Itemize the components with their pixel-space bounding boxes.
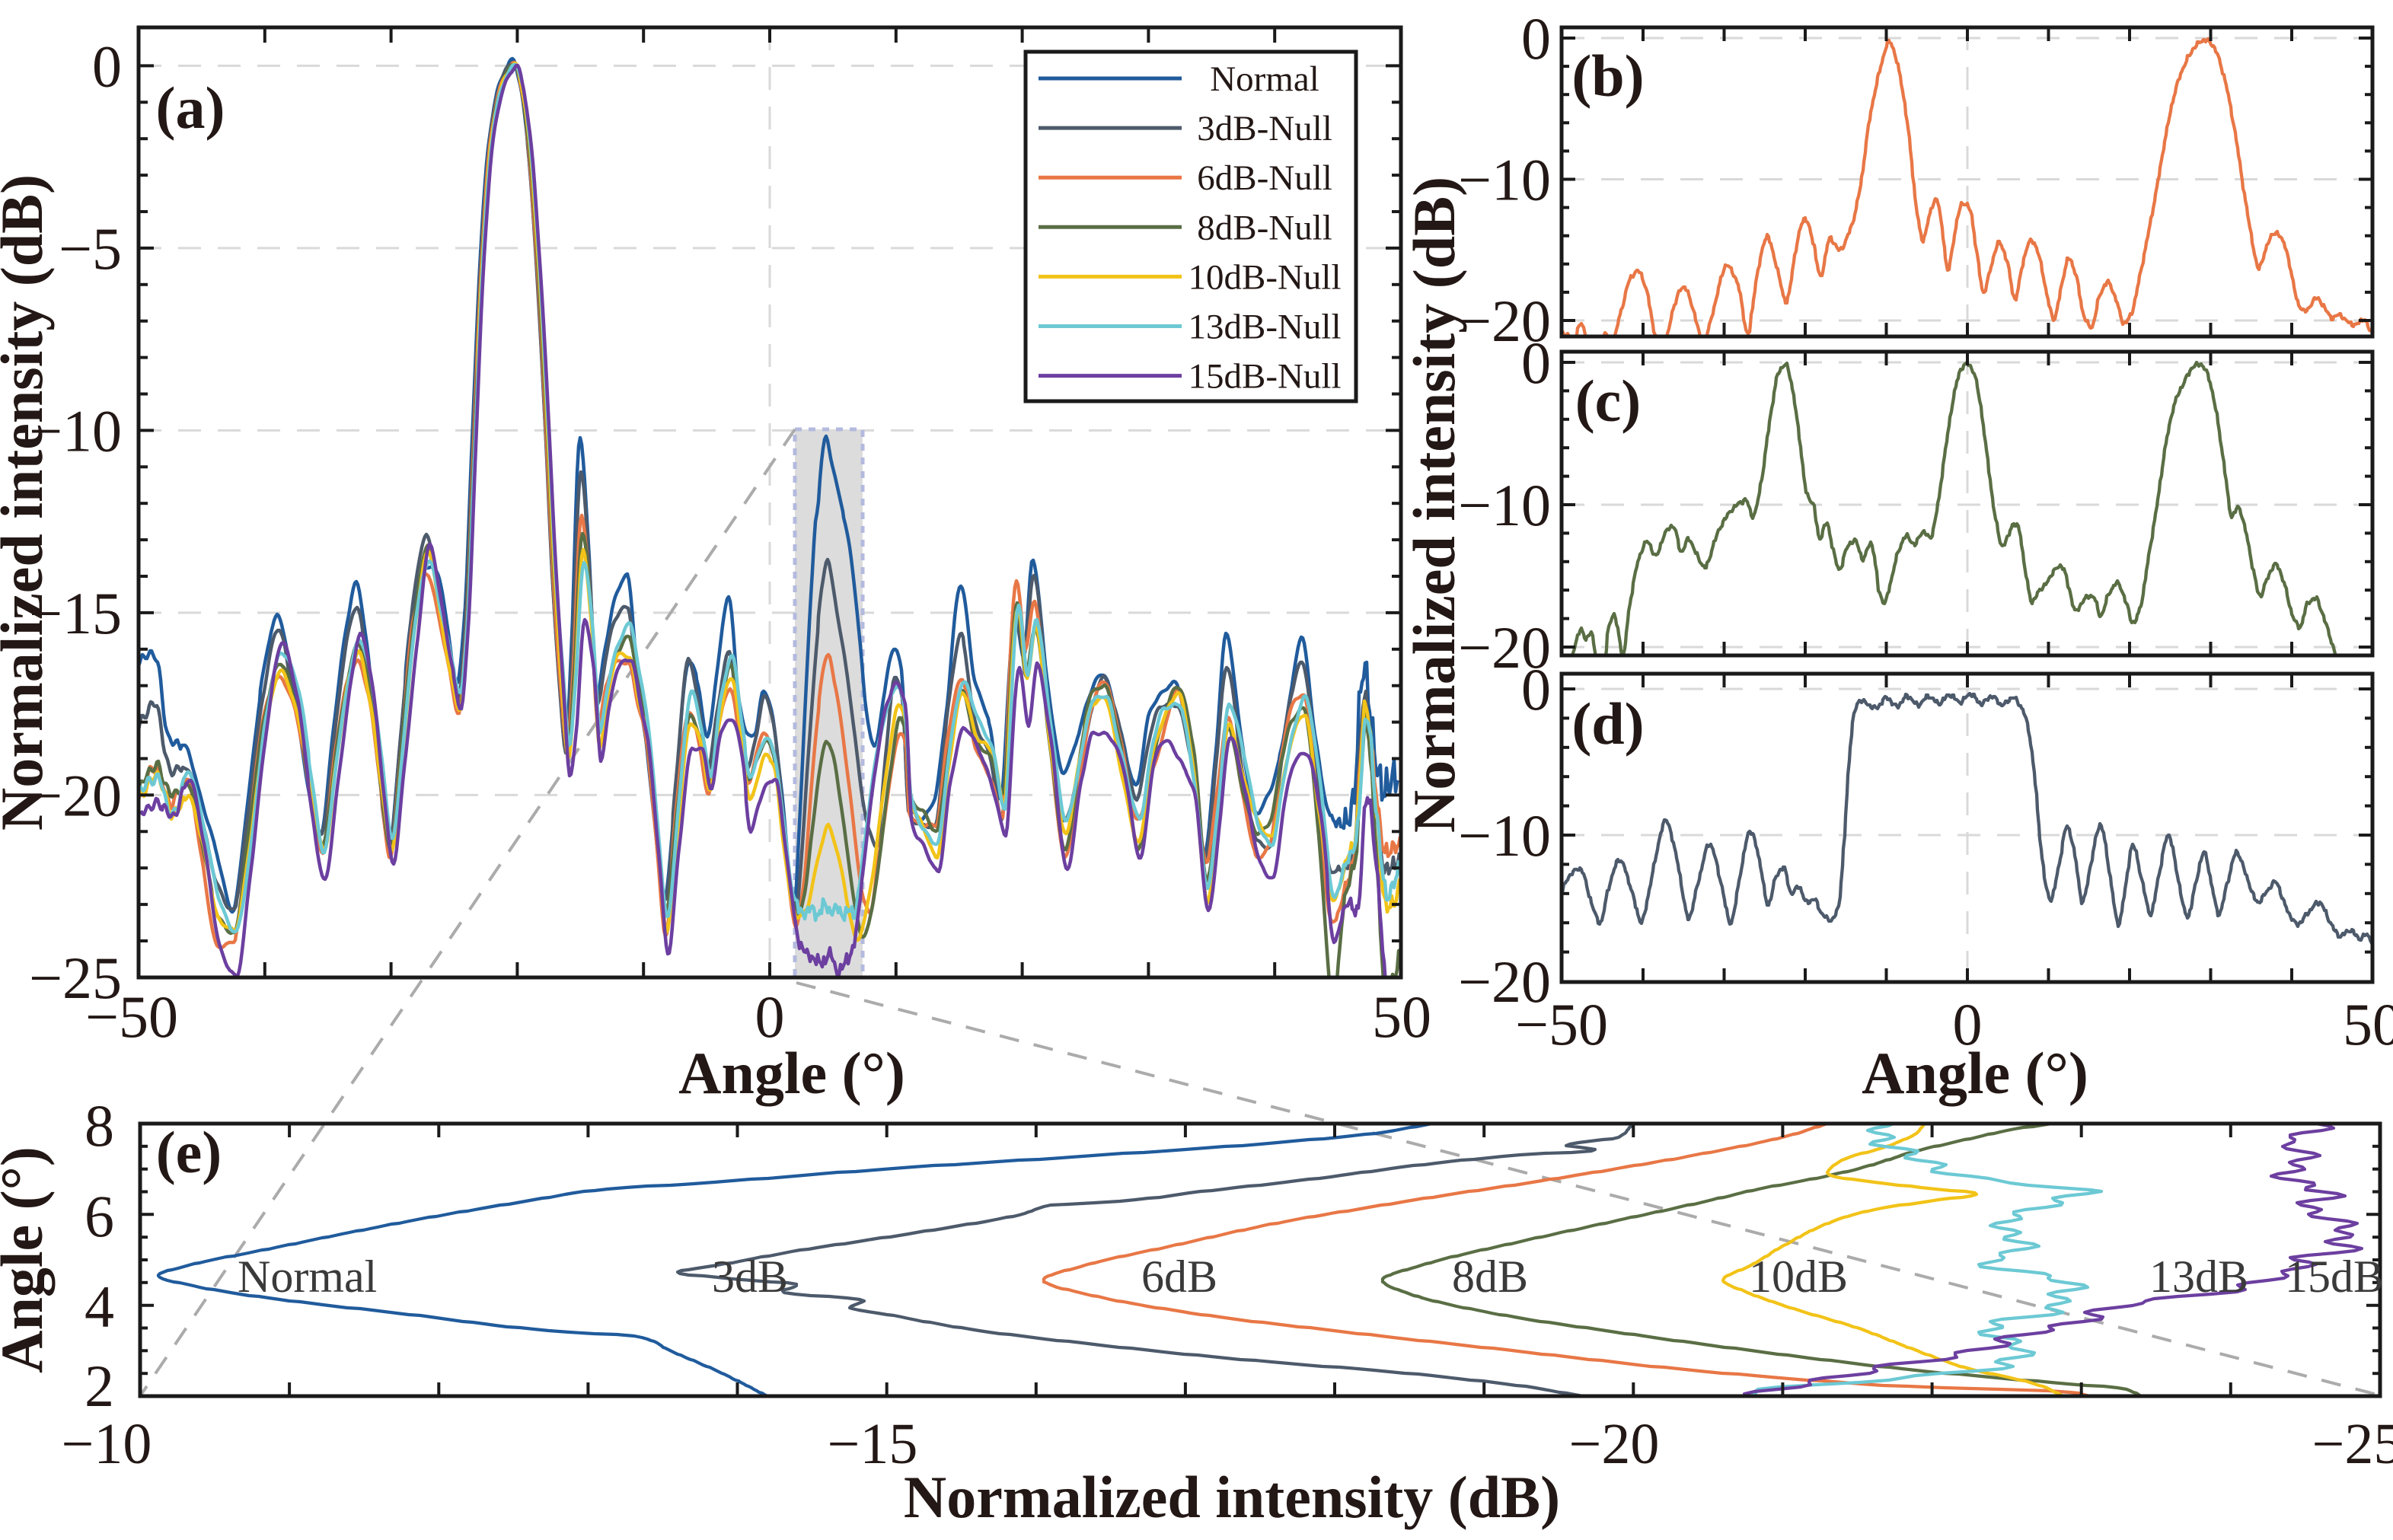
svg-text:Angle (°): Angle (°) [678, 1040, 905, 1106]
svg-text:0: 0 [1521, 330, 1551, 396]
svg-text:10dB-Null: 10dB-Null [1188, 257, 1341, 297]
svg-text:−20: −20 [1458, 288, 1551, 354]
svg-text:−50: −50 [85, 984, 178, 1050]
svg-text:−10: −10 [29, 397, 122, 464]
svg-text:−20: −20 [1569, 1412, 1660, 1476]
svg-text:−5: −5 [59, 215, 122, 282]
svg-text:8dB: 8dB [1452, 1251, 1528, 1302]
svg-text:0: 0 [1953, 991, 1983, 1057]
svg-text:Angle (°): Angle (°) [1862, 1040, 2088, 1106]
svg-text:50: 50 [1372, 984, 1431, 1050]
svg-text:(a): (a) [156, 75, 225, 141]
svg-text:(e): (e) [156, 1119, 222, 1185]
svg-text:−15: −15 [828, 1412, 918, 1476]
svg-text:−20: −20 [1458, 949, 1551, 1015]
svg-text:13dB: 13dB [2149, 1251, 2248, 1302]
svg-text:8: 8 [85, 1092, 114, 1159]
svg-text:−50: −50 [1515, 991, 1608, 1057]
svg-text:15dB: 15dB [2285, 1251, 2384, 1302]
svg-text:Normal: Normal [1210, 59, 1319, 99]
svg-text:Normalized intensity (dB): Normalized intensity (dB) [904, 1464, 1560, 1530]
svg-text:3dB-Null: 3dB-Null [1197, 109, 1332, 148]
svg-text:(c): (c) [1575, 368, 1642, 434]
svg-text:10dB: 10dB [1749, 1251, 1848, 1302]
svg-text:(d): (d) [1571, 690, 1644, 757]
svg-text:13dB-Null: 13dB-Null [1188, 308, 1341, 347]
svg-text:−25: −25 [29, 945, 122, 1011]
svg-text:0: 0 [92, 33, 122, 99]
svg-text:(b): (b) [1571, 43, 1644, 109]
svg-text:3dB: 3dB [712, 1251, 788, 1302]
svg-text:−10: −10 [1458, 147, 1551, 213]
svg-text:Normal: Normal [238, 1251, 377, 1302]
svg-text:Normalized intensity (dB): Normalized intensity (dB) [0, 174, 55, 831]
svg-text:−15: −15 [29, 580, 122, 646]
svg-text:−10: −10 [62, 1412, 152, 1476]
svg-text:Normalized intensity (dB): Normalized intensity (dB) [1401, 177, 1467, 833]
svg-text:0: 0 [1521, 5, 1551, 72]
svg-text:2: 2 [85, 1353, 114, 1419]
svg-text:8dB-Null: 8dB-Null [1197, 208, 1332, 247]
svg-text:6dB-Null: 6dB-Null [1197, 158, 1332, 198]
svg-text:−20: −20 [1458, 614, 1551, 681]
svg-text:−25: −25 [2312, 1412, 2393, 1476]
svg-text:50: 50 [2343, 991, 2393, 1057]
svg-text:−20: −20 [29, 762, 122, 828]
svg-text:15dB-Null: 15dB-Null [1188, 357, 1341, 397]
svg-text:6: 6 [85, 1183, 114, 1249]
svg-text:Angle (°): Angle (°) [0, 1146, 55, 1373]
svg-text:0: 0 [1521, 656, 1551, 722]
svg-text:−10: −10 [1458, 472, 1551, 538]
svg-text:0: 0 [755, 984, 785, 1050]
svg-text:−10: −10 [1458, 802, 1551, 869]
svg-text:4: 4 [85, 1274, 114, 1340]
svg-text:6dB: 6dB [1141, 1251, 1217, 1302]
